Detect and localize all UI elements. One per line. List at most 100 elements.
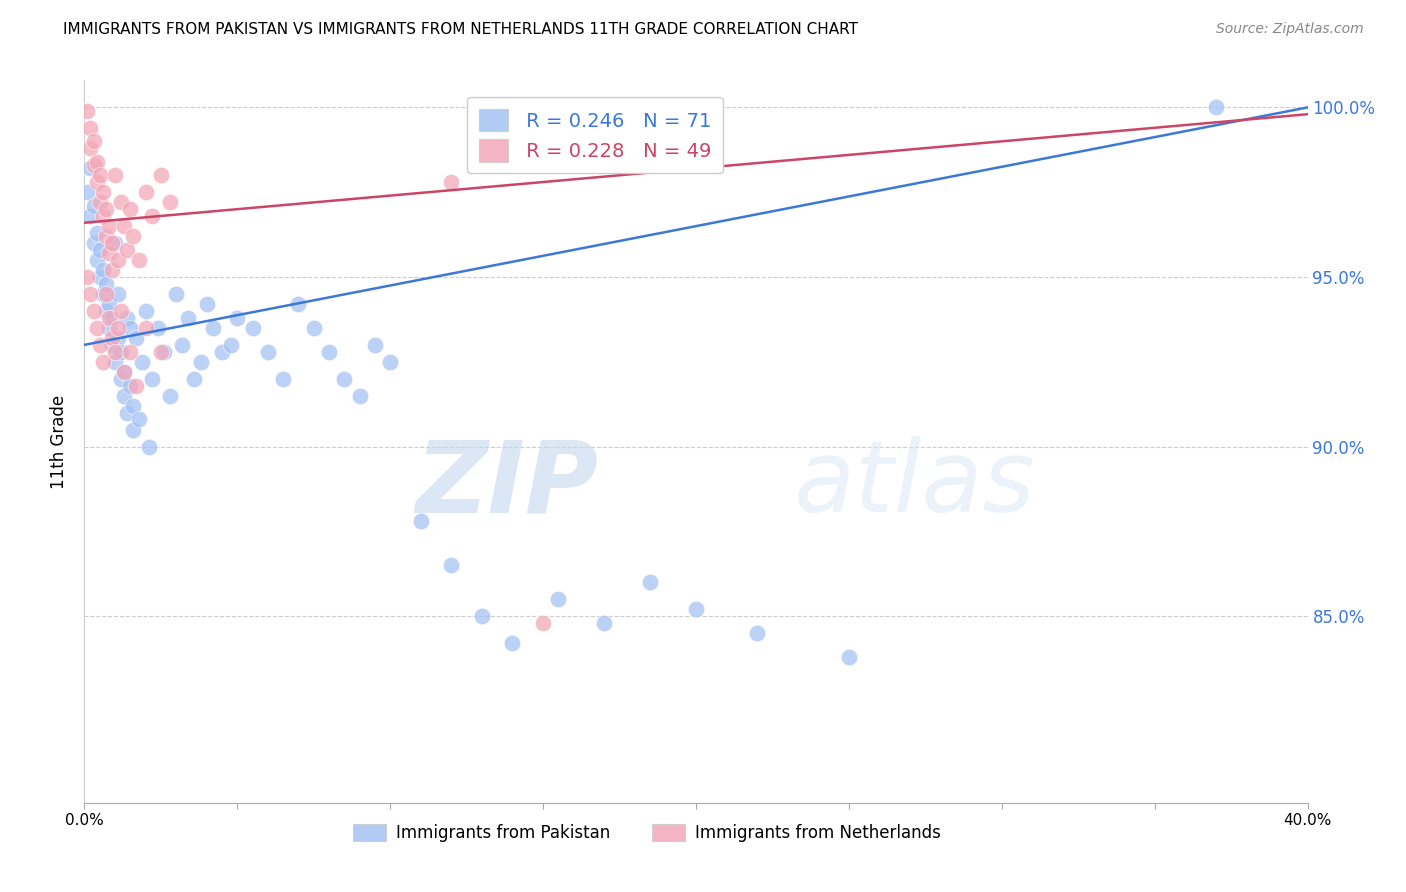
Point <box>364 338 387 352</box>
Point <box>141 372 163 386</box>
Point <box>195 297 218 311</box>
Point <box>94 304 117 318</box>
Point <box>104 344 127 359</box>
Point <box>94 287 117 301</box>
Y-axis label: 11th Grade: 11th Grade <box>51 394 69 489</box>
Point <box>101 236 124 251</box>
Point <box>120 202 142 217</box>
Point <box>287 297 309 311</box>
Point <box>302 321 325 335</box>
Point <box>110 372 132 386</box>
Point <box>685 107 707 121</box>
Text: ZIP: ZIP <box>415 436 598 533</box>
Point <box>112 389 135 403</box>
Point <box>226 310 249 325</box>
Point <box>83 236 105 251</box>
Point <box>91 355 114 369</box>
Point <box>318 344 340 359</box>
Point <box>115 406 138 420</box>
Point <box>146 321 169 335</box>
Point <box>89 168 111 182</box>
Point <box>89 195 111 210</box>
Point <box>380 355 402 369</box>
Point <box>76 103 98 118</box>
Point <box>83 199 105 213</box>
Point <box>135 304 157 318</box>
Point <box>190 355 212 369</box>
Point <box>120 378 142 392</box>
Point <box>115 243 138 257</box>
Point <box>91 287 114 301</box>
Point <box>440 175 463 189</box>
Point <box>112 219 135 234</box>
Point <box>91 263 114 277</box>
Point <box>107 321 129 335</box>
Point <box>97 321 120 335</box>
Point <box>79 209 101 223</box>
Point <box>1205 100 1227 114</box>
Point <box>131 355 153 369</box>
Point <box>149 168 172 182</box>
Point <box>502 636 524 650</box>
Point <box>91 209 114 223</box>
Point <box>110 304 132 318</box>
Point <box>271 372 294 386</box>
Point <box>122 399 145 413</box>
Point <box>125 378 148 392</box>
Point <box>86 253 108 268</box>
Text: Source: ZipAtlas.com: Source: ZipAtlas.com <box>1216 22 1364 37</box>
Point <box>110 344 132 359</box>
Point <box>91 185 114 199</box>
Point <box>76 185 98 199</box>
Point <box>685 602 707 616</box>
Point <box>159 389 181 403</box>
Point <box>76 270 98 285</box>
Point <box>242 321 264 335</box>
Point <box>120 321 142 335</box>
Point <box>97 219 120 234</box>
Point <box>201 321 224 335</box>
Point <box>112 365 135 379</box>
Point <box>172 338 194 352</box>
Point <box>177 310 200 325</box>
Point <box>101 338 124 352</box>
Point <box>747 626 769 640</box>
Point <box>547 592 569 607</box>
Point <box>122 423 145 437</box>
Point <box>104 355 127 369</box>
Point <box>104 236 127 251</box>
Point <box>86 175 108 189</box>
Point <box>94 277 117 291</box>
Point <box>159 195 181 210</box>
Point <box>86 321 108 335</box>
Point <box>838 649 860 664</box>
Point <box>112 365 135 379</box>
Point <box>79 161 101 176</box>
Point <box>97 297 120 311</box>
Point <box>89 243 111 257</box>
Text: atlas: atlas <box>794 436 1035 533</box>
Point <box>104 168 127 182</box>
Point <box>107 253 129 268</box>
Point <box>125 331 148 345</box>
Point <box>138 440 160 454</box>
Point <box>97 246 120 260</box>
Point <box>409 514 432 528</box>
Point <box>257 344 280 359</box>
Point <box>122 229 145 244</box>
Point <box>593 615 616 630</box>
Point <box>107 331 129 345</box>
Point <box>101 263 124 277</box>
Point <box>83 134 105 148</box>
Point <box>211 344 233 359</box>
Point <box>128 253 150 268</box>
Point <box>97 310 120 325</box>
Point <box>531 615 554 630</box>
Point <box>183 372 205 386</box>
Point <box>83 158 105 172</box>
Point <box>149 344 172 359</box>
Point <box>349 389 371 403</box>
Point <box>165 287 187 301</box>
Point <box>94 229 117 244</box>
Point <box>120 344 142 359</box>
